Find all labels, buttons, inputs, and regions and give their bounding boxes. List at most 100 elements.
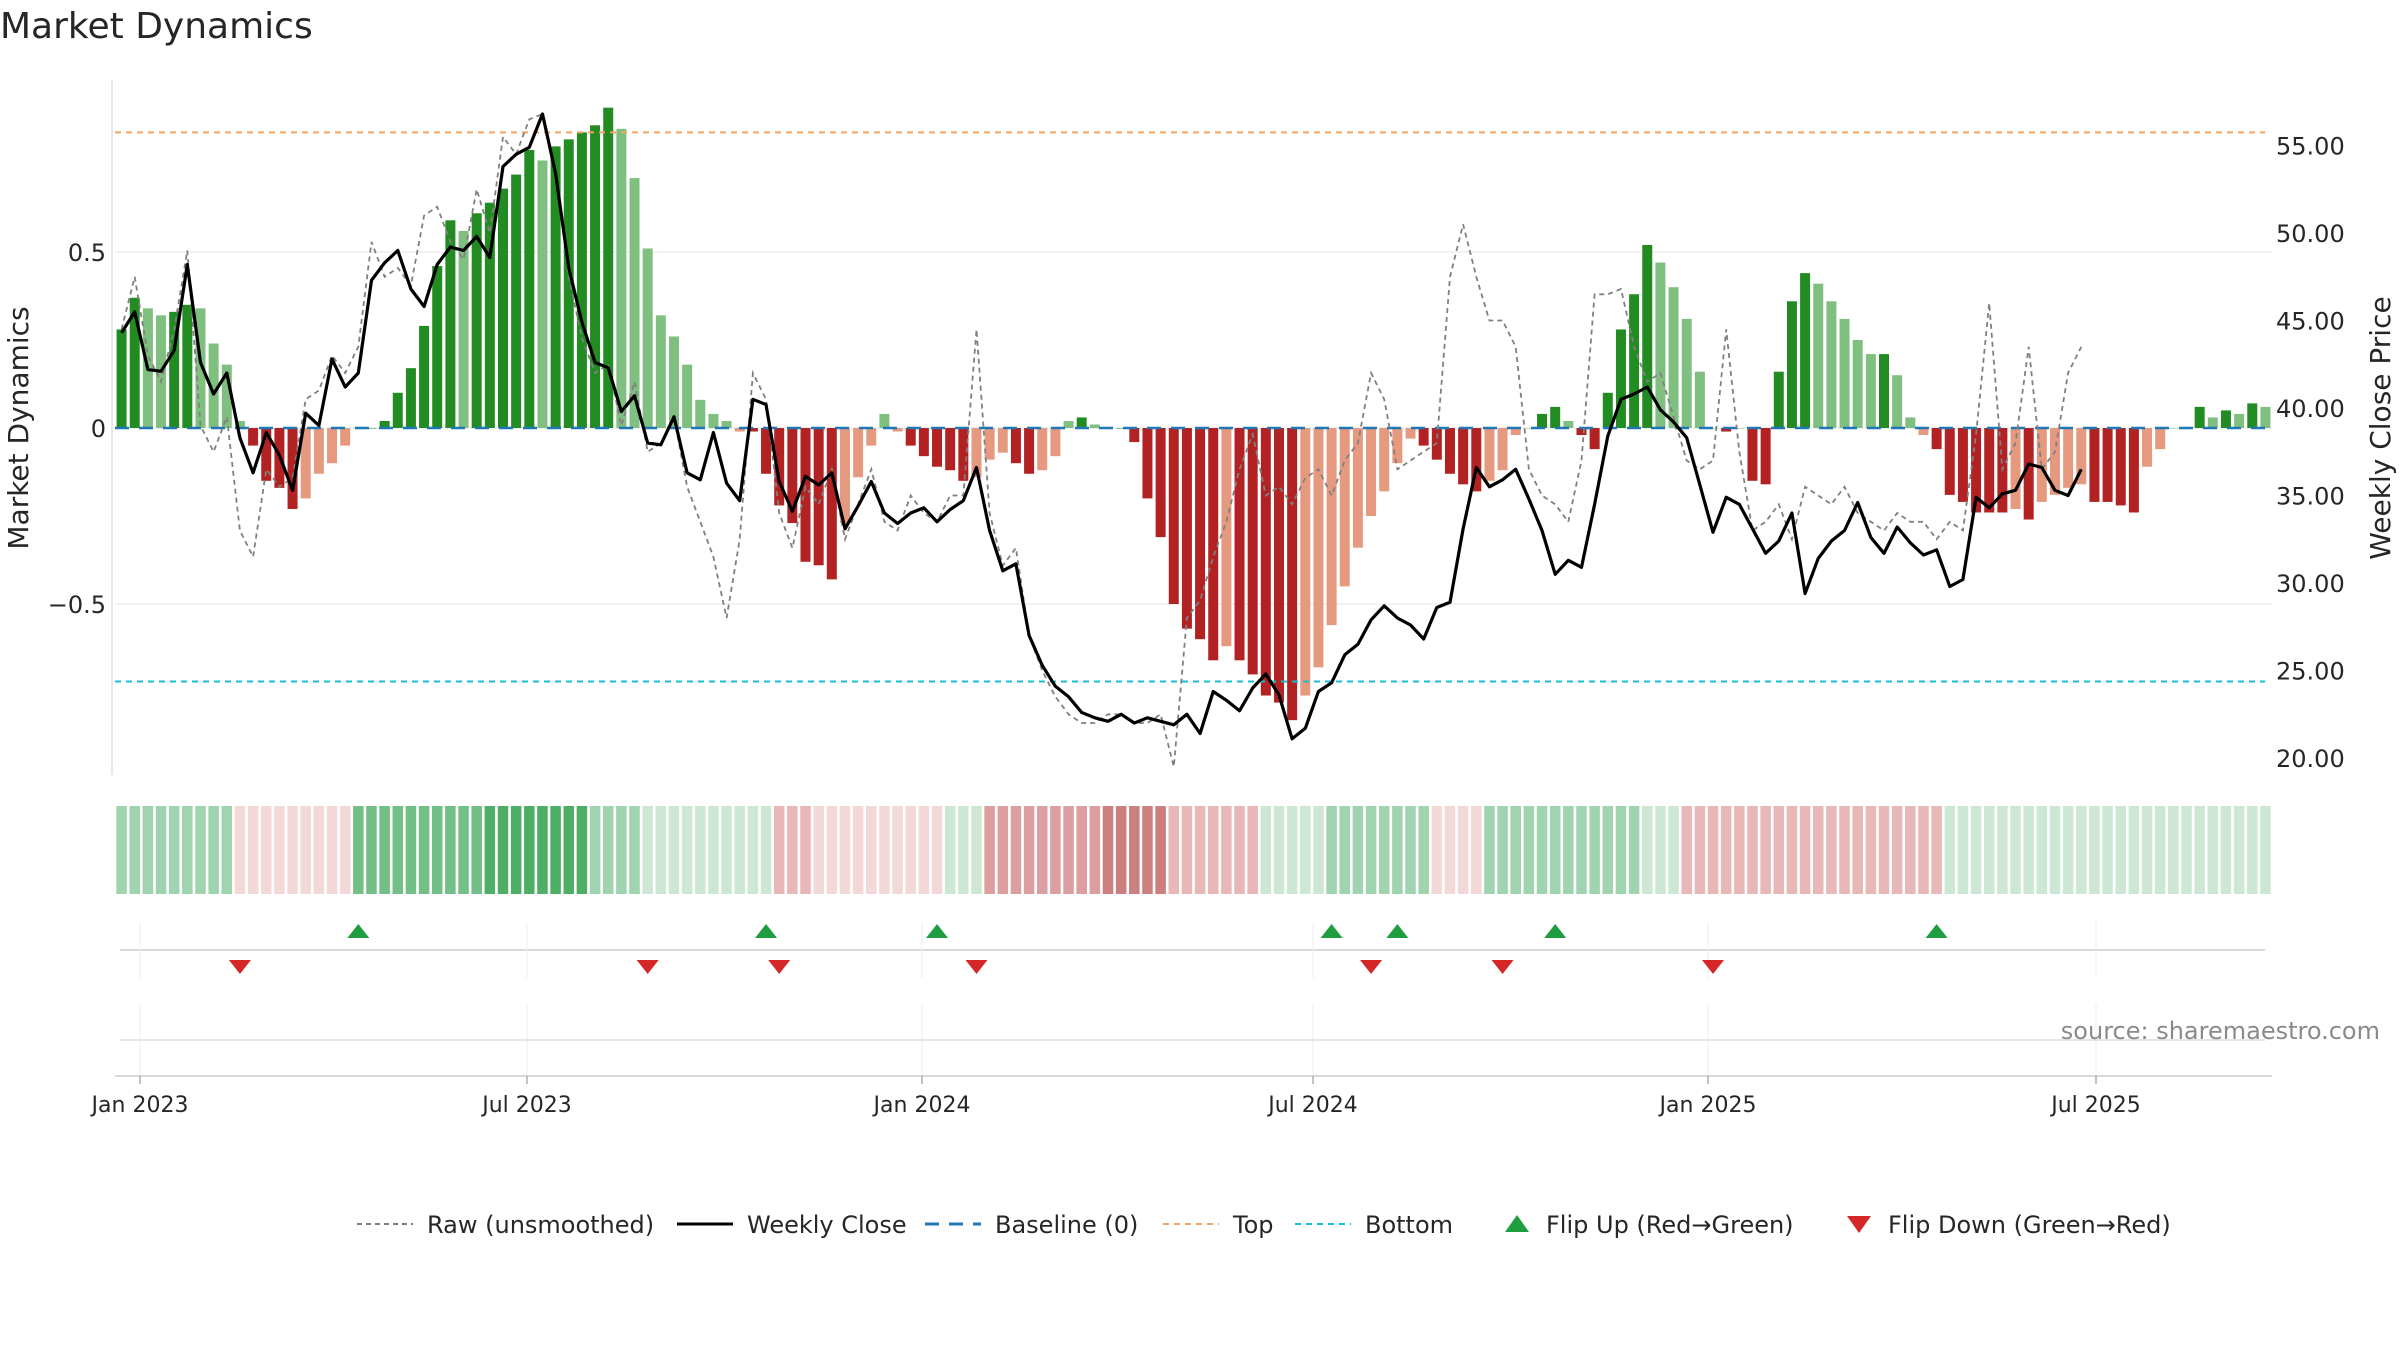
heat-cell — [879, 806, 890, 894]
bar — [550, 146, 561, 428]
right-tick-label: 45.00 — [2276, 308, 2345, 336]
heat-cell — [2089, 806, 2100, 894]
heat-cell — [1931, 806, 1942, 894]
flip-up-marker — [1544, 924, 1567, 938]
heat-cell — [155, 806, 167, 894]
legend-flip-down-swatch — [1847, 1216, 1871, 1233]
heat-cell — [563, 806, 575, 894]
heat-cell — [1063, 806, 1074, 894]
heat-cell — [1589, 806, 1600, 894]
heat-cell — [221, 806, 233, 894]
bar — [971, 428, 982, 478]
heat-cell — [1142, 806, 1153, 894]
bar — [234, 420, 245, 428]
x-tick-label: Jan 2024 — [872, 1093, 971, 1118]
heat-cell — [1076, 806, 1087, 894]
bar — [958, 428, 969, 481]
heat-cell — [1668, 806, 1679, 894]
bar — [2247, 403, 2258, 428]
bar — [1405, 428, 1416, 439]
right-axis-title: Weekly Close Price — [2364, 296, 2397, 559]
right-tick-label: 55.00 — [2276, 133, 2345, 161]
bar — [1602, 392, 1613, 428]
bar — [1379, 428, 1390, 492]
bar — [419, 325, 430, 428]
heat-cell — [2036, 806, 2048, 894]
bar — [2260, 406, 2271, 428]
flip-up-marker — [755, 924, 778, 938]
heat-cell — [589, 806, 601, 894]
heat-cell — [1286, 806, 1298, 894]
bar — [484, 202, 495, 428]
bar — [629, 178, 640, 428]
bar — [1273, 428, 1284, 703]
bar — [1800, 273, 1811, 428]
bar — [1839, 318, 1850, 428]
x-tick-label: Jul 2023 — [480, 1093, 572, 1118]
heat-cell — [247, 806, 259, 894]
bar — [1931, 428, 1942, 450]
bar — [1208, 428, 1219, 661]
heat-cell — [1444, 806, 1456, 894]
right-tick-label: 25.00 — [2276, 658, 2345, 686]
heat-cell — [1352, 806, 1364, 894]
heat-cell — [984, 806, 995, 894]
raw-series-line — [120, 112, 2083, 768]
bar — [1471, 428, 1482, 492]
bar — [563, 139, 574, 429]
heat-cell — [2233, 806, 2245, 894]
bar — [800, 428, 811, 562]
bar — [1655, 262, 1666, 428]
bar — [1563, 420, 1574, 428]
heat-cell — [734, 806, 746, 894]
heat-cell — [892, 806, 903, 894]
heat-cell — [510, 806, 522, 894]
heat-cell — [1050, 806, 1061, 894]
heat-cell — [418, 806, 430, 894]
bar — [1234, 428, 1245, 661]
bar — [1694, 371, 1705, 428]
bar — [313, 428, 324, 474]
heat-cell — [1247, 806, 1258, 894]
flip-down-marker — [1702, 960, 1725, 974]
heat-cell — [944, 806, 956, 894]
heat-cell — [1378, 806, 1390, 894]
heat-cell — [721, 806, 732, 894]
heat-cell — [208, 806, 219, 894]
heat-cell — [2076, 806, 2087, 894]
heat-cell — [642, 806, 653, 894]
heat-cell — [2128, 806, 2140, 894]
heat-cell — [773, 806, 785, 894]
bar — [1747, 428, 1758, 481]
bar — [1668, 287, 1679, 428]
bar — [1313, 428, 1324, 668]
legend-flip-up-swatch — [1505, 1215, 1529, 1232]
heat-cell — [1563, 806, 1574, 894]
legend-label: Flip Down (Green→Red) — [1888, 1211, 2171, 1239]
bar — [2220, 410, 2231, 428]
bar — [1537, 413, 1548, 428]
bar — [853, 428, 864, 478]
heat-cell — [866, 806, 877, 894]
legend-label: Weekly Close — [747, 1211, 907, 1239]
axes-layer: 0.5 0 −0.5 55.00 50.00 45.00 40.00 35.00 30.00 25… — [2, 80, 2397, 1118]
bar — [1642, 244, 1653, 428]
heat-cell — [1260, 806, 1272, 894]
heat-cell — [2023, 806, 2034, 894]
heat-cell — [550, 806, 561, 894]
bar — [458, 230, 469, 428]
x-tick-label: Jul 2024 — [1266, 1093, 1358, 1118]
bar — [603, 107, 614, 429]
bar — [1339, 428, 1350, 587]
heat-cell — [484, 806, 496, 894]
heat-strip — [116, 806, 2271, 894]
bar — [1944, 428, 1955, 495]
bar — [129, 297, 140, 428]
bar — [1076, 417, 1087, 428]
bar — [1734, 428, 1745, 429]
heat-cell — [1694, 806, 1706, 894]
heat-cell — [1089, 806, 1101, 894]
left-axis-title: Market Dynamics — [2, 306, 35, 549]
bar — [2128, 428, 2139, 513]
bar — [524, 149, 535, 429]
